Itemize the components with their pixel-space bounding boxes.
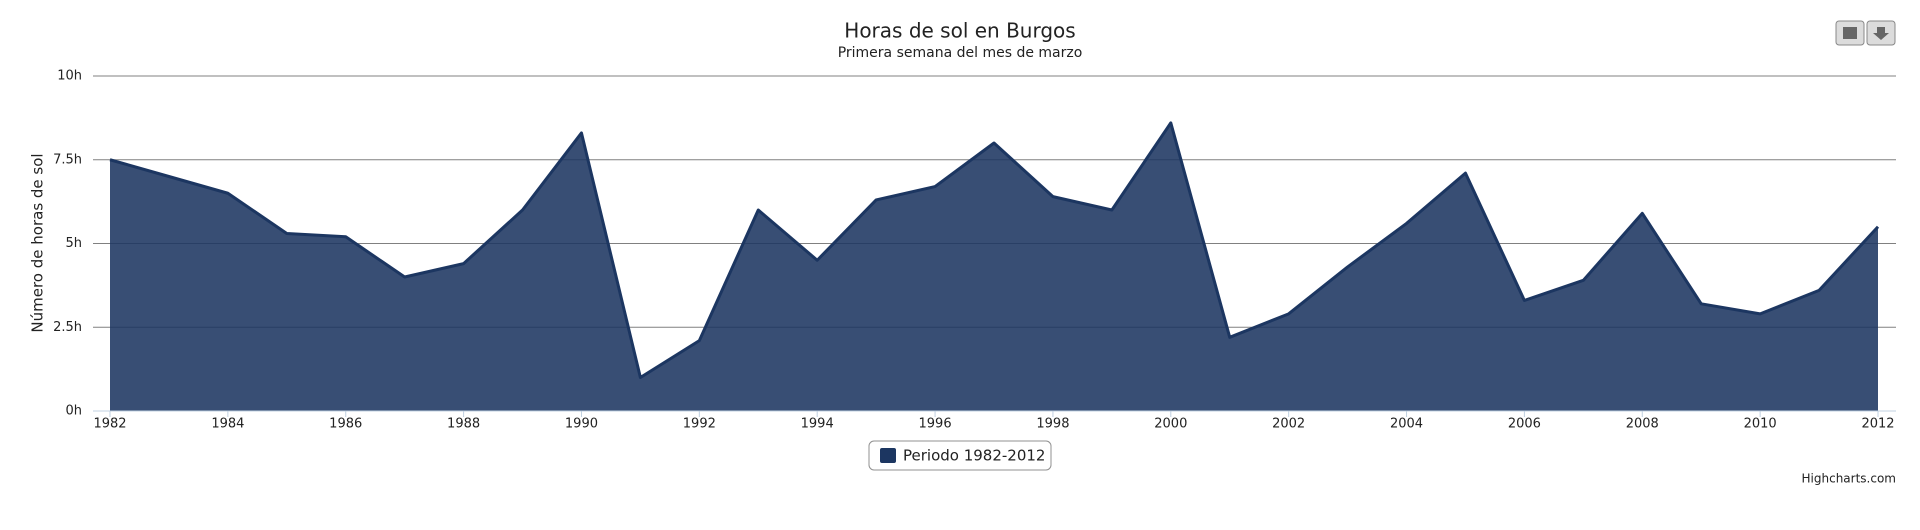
legend[interactable]: Periodo 1982-2012 bbox=[868, 440, 1052, 471]
x-tick-label: 1994 bbox=[801, 417, 834, 432]
x-tick-label: 1998 bbox=[1036, 417, 1069, 432]
print-icon bbox=[1843, 27, 1857, 39]
print-button[interactable] bbox=[1835, 20, 1865, 46]
y-tick-label: 5h bbox=[65, 236, 82, 251]
x-tick-label: 1996 bbox=[919, 417, 952, 432]
x-tick-label: 1988 bbox=[447, 417, 480, 432]
x-tick-label: 1986 bbox=[329, 417, 362, 432]
legend-swatch bbox=[880, 448, 896, 463]
area bbox=[110, 122, 1878, 412]
x-tick-label: 2008 bbox=[1626, 417, 1659, 432]
credits[interactable]: Highcharts.com bbox=[1802, 472, 1896, 486]
chart-subtitle: Primera semana del mes de marzo bbox=[838, 45, 1083, 61]
x-tick-label: 1992 bbox=[683, 417, 716, 432]
download-icon bbox=[1873, 27, 1889, 40]
y-tick-label: 0h bbox=[65, 404, 82, 419]
chart-title: Horas de sol en Burgos bbox=[844, 19, 1075, 43]
x-tick-label: 1984 bbox=[211, 417, 244, 432]
x-tick-label: 2010 bbox=[1744, 417, 1777, 432]
area-line bbox=[109, 121, 1880, 379]
legend-label[interactable]: Periodo 1982-2012 bbox=[903, 447, 1045, 465]
x-tick-label: 2012 bbox=[1861, 417, 1894, 432]
y-axis-title: Número de horas de sol bbox=[29, 153, 47, 332]
x-tick-label: 1982 bbox=[93, 417, 126, 432]
legend-box bbox=[868, 440, 1052, 471]
export-button[interactable] bbox=[1866, 20, 1896, 46]
x-tick-label: 2002 bbox=[1272, 417, 1305, 432]
x-tick-label: 2006 bbox=[1508, 417, 1541, 432]
x-tick-label: 2004 bbox=[1390, 417, 1423, 432]
x-tick-label: 2000 bbox=[1154, 417, 1187, 432]
y-tick-label: 2.5h bbox=[53, 320, 82, 335]
y-tick-label: 7.5h bbox=[53, 152, 82, 167]
x-tick-label: 1990 bbox=[565, 417, 598, 432]
y-tick-label: 10h bbox=[57, 69, 82, 84]
